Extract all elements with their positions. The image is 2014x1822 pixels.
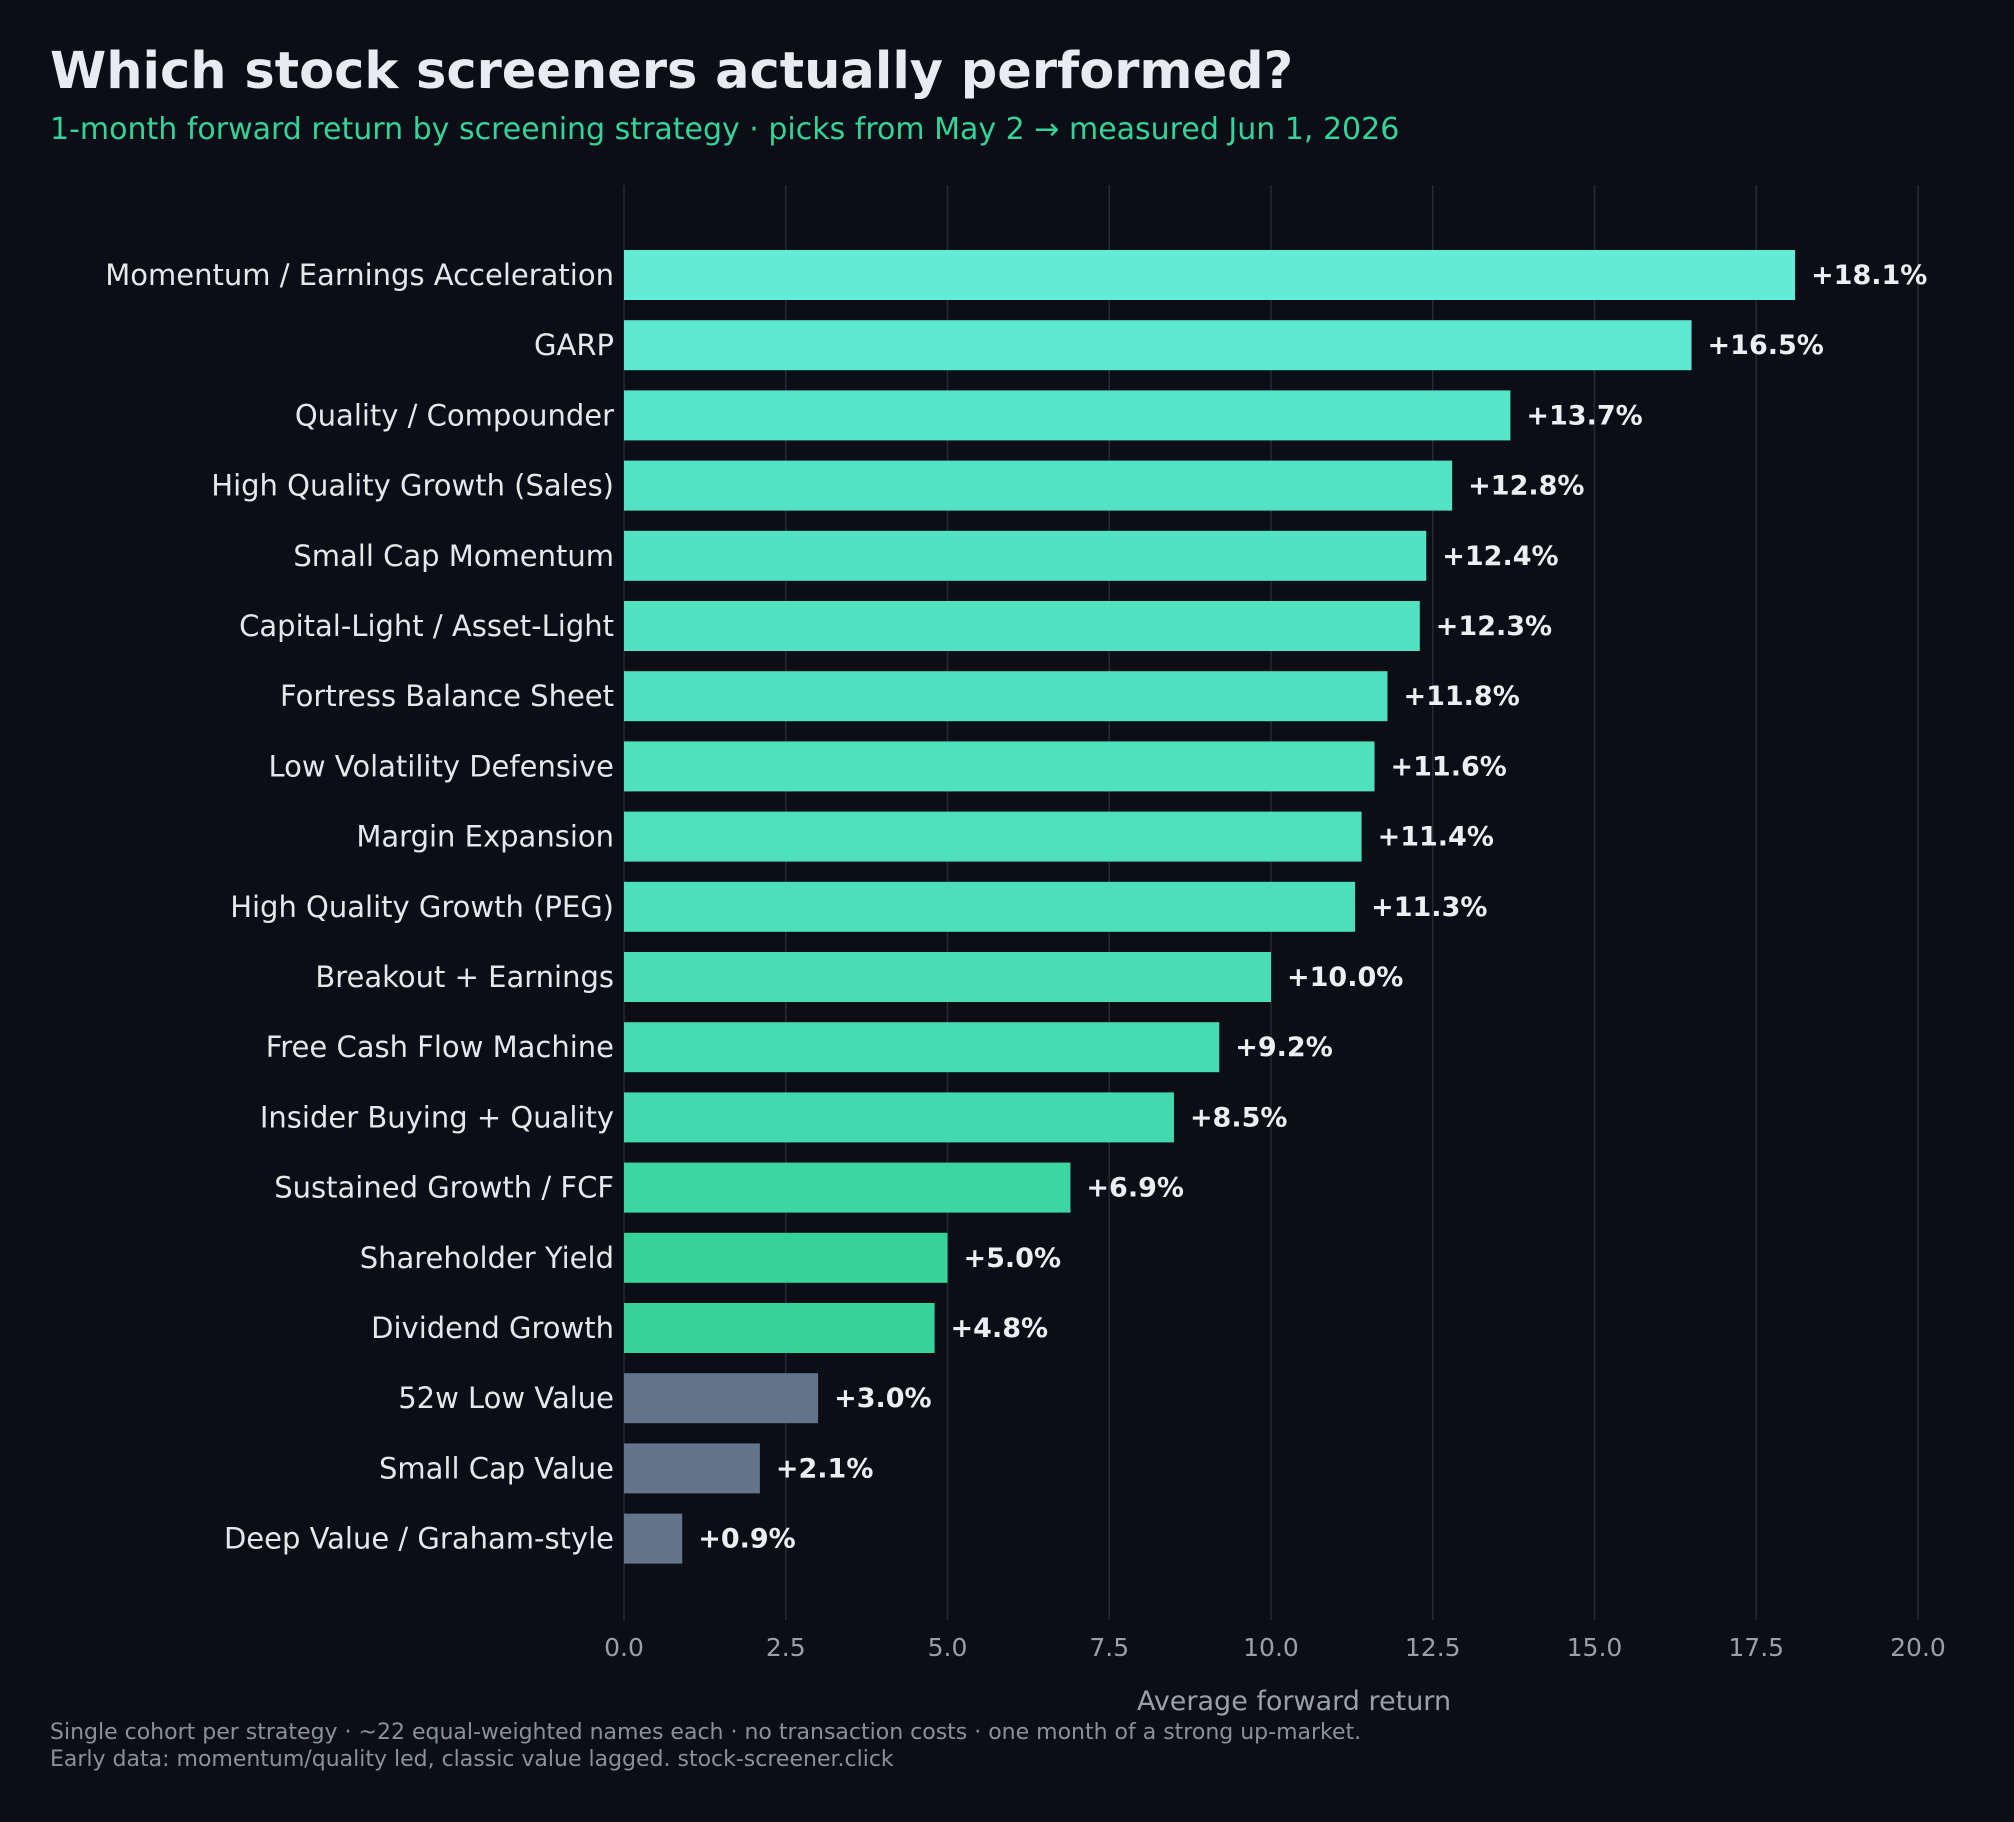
category-label: Momentum / Earnings Acceleration <box>105 258 614 292</box>
value-label: +9.2% <box>1235 1032 1333 1063</box>
category-label: Fortress Balance Sheet <box>280 679 614 713</box>
value-label: +4.8% <box>951 1313 1049 1344</box>
value-label: +11.4% <box>1378 822 1494 853</box>
bar <box>624 1303 935 1353</box>
category-label: Low Volatility Defensive <box>268 749 614 783</box>
bar <box>624 1092 1174 1143</box>
bar <box>624 320 1692 371</box>
bar <box>624 811 1362 862</box>
value-label: +11.6% <box>1391 751 1507 782</box>
bar <box>624 460 1453 511</box>
value-label: +3.0% <box>834 1383 932 1414</box>
value-label: +8.5% <box>1190 1102 1288 1133</box>
bar <box>624 1162 1071 1213</box>
footnote-line-1: Single cohort per strategy · ~22 equal-w… <box>50 1720 1362 1745</box>
value-label: +12.3% <box>1436 611 1552 642</box>
category-label: GARP <box>534 328 614 362</box>
bar <box>624 1373 819 1424</box>
bar <box>624 741 1375 792</box>
category-label: 52w Low Value <box>398 1381 614 1415</box>
category-label: Sustained Growth / FCF <box>274 1171 614 1205</box>
category-label: Dividend Growth <box>371 1311 614 1345</box>
bar <box>624 1232 948 1283</box>
value-label: +6.9% <box>1086 1173 1184 1204</box>
category-label: Margin Expansion <box>356 820 614 854</box>
bar <box>624 250 1796 300</box>
bar <box>624 881 1356 932</box>
value-label: +18.1% <box>1811 260 1927 291</box>
x-tick-label: 20.0 <box>1890 1633 1946 1662</box>
value-label: +0.9% <box>698 1524 796 1555</box>
category-label: Small Cap Value <box>379 1451 614 1485</box>
value-label: +11.8% <box>1403 681 1519 712</box>
x-tick-label: 17.5 <box>1728 1633 1784 1662</box>
category-label: Small Cap Momentum <box>293 539 614 573</box>
category-label: Breakout + Earnings <box>315 960 614 994</box>
category-label: High Quality Growth (PEG) <box>230 890 614 924</box>
chart-title: Which stock screeners actually performed… <box>50 42 1294 101</box>
bar <box>624 671 1388 722</box>
x-tick-label: 15.0 <box>1567 1633 1623 1662</box>
value-label: +12.4% <box>1442 541 1558 572</box>
bar <box>624 1513 683 1564</box>
bar <box>624 530 1427 581</box>
category-label: Insider Buying + Quality <box>260 1100 614 1134</box>
footnote-line-2: Early data: momentum/quality led, classi… <box>50 1747 894 1772</box>
x-axis-title: Average forward return <box>1137 1686 1451 1717</box>
value-label: +2.1% <box>776 1453 874 1484</box>
bar <box>624 390 1511 441</box>
category-label: Free Cash Flow Machine <box>266 1030 614 1064</box>
x-tick-label: 2.5 <box>766 1633 806 1662</box>
value-label: +11.3% <box>1371 892 1487 923</box>
bars <box>624 250 1796 1564</box>
value-label: +13.7% <box>1526 400 1642 431</box>
bar <box>624 1443 760 1494</box>
value-label: +12.8% <box>1468 471 1584 502</box>
bar <box>624 1022 1220 1073</box>
category-label: Shareholder Yield <box>360 1241 614 1275</box>
x-tick-label: 7.5 <box>1089 1633 1129 1662</box>
category-label: Quality / Compounder <box>295 398 614 432</box>
x-tick-label: 5.0 <box>928 1633 968 1662</box>
value-label: +16.5% <box>1708 330 1824 361</box>
category-label: Deep Value / Graham-style <box>224 1522 614 1556</box>
x-tick-label: 10.0 <box>1243 1633 1299 1662</box>
value-label: +10.0% <box>1287 962 1403 993</box>
value-label: +5.0% <box>964 1243 1062 1274</box>
bar <box>624 601 1420 651</box>
category-label: Capital-Light / Asset-Light <box>239 609 614 643</box>
bar <box>624 952 1271 1002</box>
category-label: High Quality Growth (Sales) <box>211 469 614 503</box>
chart-subtitle: 1-month forward return by screening stra… <box>50 112 1400 147</box>
labels: 0.0 2.5 5.0 7.5 10.0 12.5 15.0 17.5 20.0 Momentum… <box>105 258 1946 1662</box>
x-tick-label: 0.0 <box>604 1633 644 1662</box>
x-tick-label: 12.5 <box>1405 1633 1461 1662</box>
